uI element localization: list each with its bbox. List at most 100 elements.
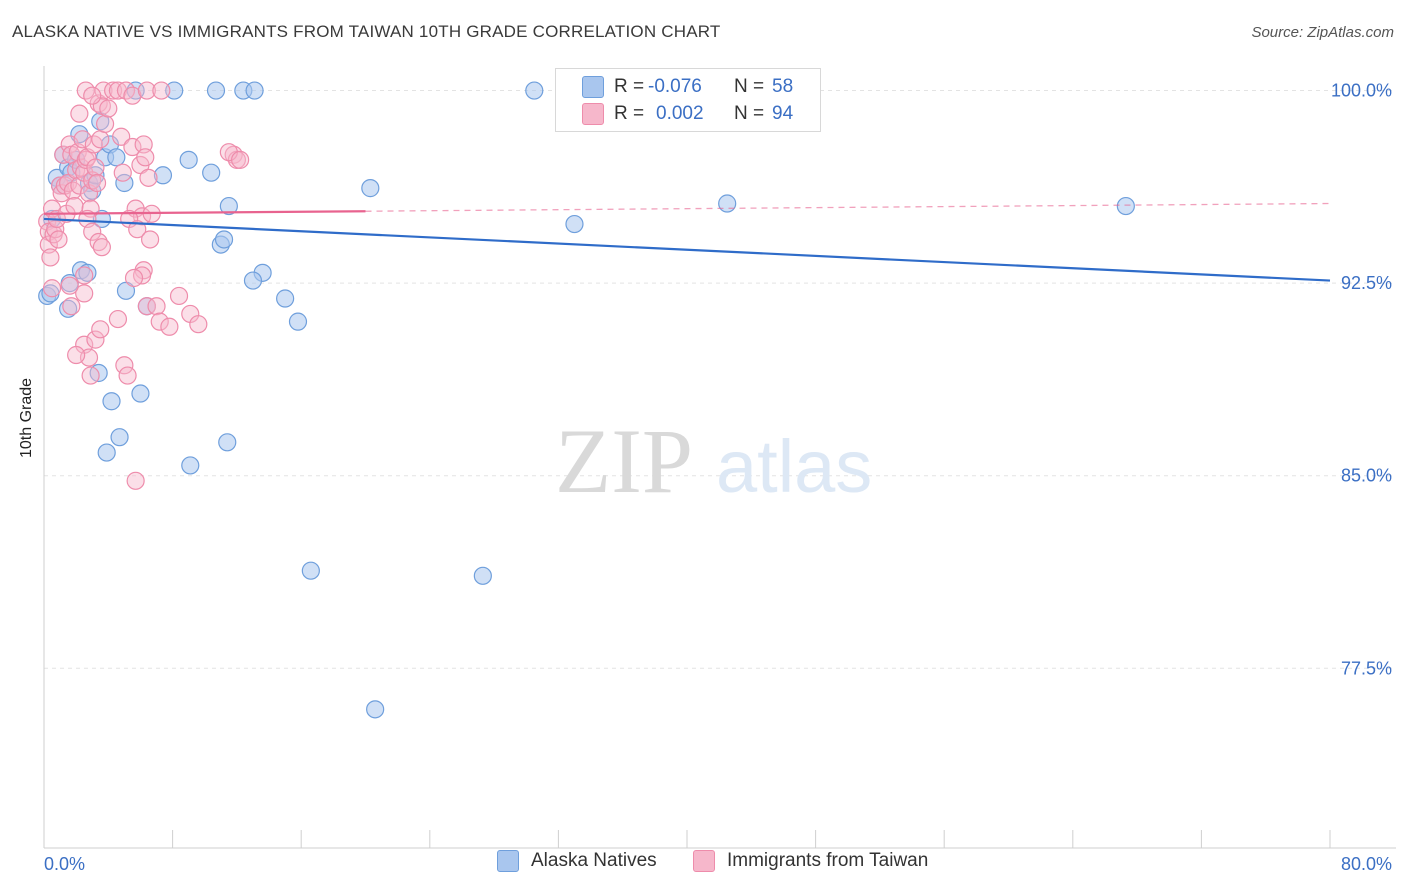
data-point-immigrants-from-taiwan (104, 81, 123, 100)
data-point-immigrants-from-taiwan (75, 266, 94, 285)
data-point-immigrants-from-taiwan (160, 317, 179, 336)
watermark-zip: ZIP (555, 410, 693, 512)
data-point-alaska-natives (59, 299, 78, 318)
data-point-immigrants-from-taiwan (140, 230, 160, 249)
data-point-immigrants-from-taiwan (128, 220, 147, 239)
data-point-immigrants-from-taiwan (124, 268, 144, 288)
legend-n-value: 58 (772, 76, 794, 97)
data-point-alaska-natives (131, 384, 150, 403)
data-point-alaska-natives (218, 433, 237, 452)
data-point-alaska-natives (276, 289, 295, 308)
trend-lines (43, 202, 1331, 282)
legend-label: Immigrants from Taiwan (727, 850, 929, 871)
data-point-alaska-natives (91, 112, 110, 131)
data-point-alaska-natives (165, 81, 184, 100)
data-point-immigrants-from-taiwan (70, 104, 89, 123)
data-point-immigrants-from-taiwan (113, 163, 132, 182)
series-alaska-natives (38, 81, 1135, 719)
data-point-immigrants-from-taiwan (86, 330, 105, 349)
legend-r-value: 0.002 (656, 103, 704, 124)
data-point-immigrants-from-taiwan (152, 81, 171, 100)
y-tick-label: 77.5% (1341, 658, 1392, 678)
data-point-immigrants-from-taiwan (49, 230, 68, 249)
watermark-atlas: atlas (716, 425, 872, 508)
data-point-immigrants-from-taiwan (60, 276, 79, 295)
data-point-immigrants-from-taiwan (65, 196, 84, 216)
legend-swatch-pink (693, 850, 715, 872)
data-point-alaska-natives (366, 700, 385, 719)
data-point-alaska-natives (718, 194, 737, 213)
data-point-alaska-natives (565, 214, 584, 234)
gridlines (44, 90, 1396, 669)
data-point-immigrants-from-taiwan (189, 315, 208, 334)
data-point-immigrants-from-taiwan (115, 356, 134, 375)
data-point-immigrants-from-taiwan (126, 471, 145, 490)
legend-item-alaska-natives: Alaska Natives (497, 850, 657, 872)
data-point-immigrants-from-taiwan (112, 127, 131, 146)
data-point-immigrants-from-taiwan (41, 248, 60, 267)
data-point-immigrants-from-taiwan (137, 81, 156, 100)
data-point-immigrants-from-taiwan (73, 130, 92, 149)
legend-swatch-blue (582, 76, 604, 98)
data-point-immigrants-from-taiwan (94, 81, 113, 100)
legend-label: Alaska Natives (531, 850, 657, 871)
data-point-immigrants-from-taiwan (136, 148, 155, 167)
trend-line-alaska-natives (43, 217, 1331, 282)
data-point-immigrants-from-taiwan (150, 312, 169, 331)
legend-n-value: 94 (772, 103, 794, 124)
data-point-alaska-natives (214, 230, 234, 249)
data-point-alaska-natives (219, 196, 238, 216)
data-point-immigrants-from-taiwan (231, 150, 250, 169)
data-point-immigrants-from-taiwan (99, 99, 118, 118)
data-point-immigrants-from-taiwan (83, 86, 102, 105)
data-point-alaska-natives (102, 392, 121, 411)
data-point-alaska-natives (1116, 196, 1135, 216)
data-point-alaska-natives (243, 271, 263, 290)
legend-n-label: N = (734, 103, 765, 124)
data-point-immigrants-from-taiwan (123, 137, 142, 157)
data-point-alaska-natives (86, 166, 105, 185)
series-immigrants-from-taiwan (38, 81, 250, 490)
legend-r-value: -0.076 (648, 76, 702, 97)
data-point-immigrants-from-taiwan (169, 286, 189, 306)
data-point-alaska-natives (181, 456, 200, 475)
stats-legend: R = -0.076 N = 58 R = 0.002 N = 94 (555, 68, 821, 132)
data-point-alaska-natives (288, 312, 308, 331)
data-point-immigrants-from-taiwan (92, 238, 111, 257)
legend-r-label: R = (614, 103, 645, 124)
data-point-alaska-natives (153, 166, 173, 185)
data-point-immigrants-from-taiwan (147, 297, 166, 316)
y-tick-label: 85.0% (1341, 466, 1392, 486)
data-point-alaska-natives (301, 561, 320, 580)
data-point-alaska-natives (116, 281, 136, 300)
data-point-immigrants-from-taiwan (83, 222, 102, 241)
data-point-alaska-natives (245, 81, 264, 100)
data-point-alaska-natives (110, 428, 129, 447)
data-point-alaska-natives (525, 81, 544, 100)
data-point-alaska-natives (92, 209, 111, 229)
legend-swatch-blue (497, 850, 519, 872)
data-point-immigrants-from-taiwan (95, 114, 115, 134)
axes (43, 66, 1396, 849)
data-point-immigrants-from-taiwan (89, 232, 108, 252)
data-point-immigrants-from-taiwan (86, 158, 105, 177)
y-tick-label: 92.5% (1341, 273, 1392, 293)
data-point-immigrants-from-taiwan (42, 279, 62, 298)
legend-swatch-pink (582, 103, 604, 125)
data-point-immigrants-from-taiwan (75, 284, 94, 303)
x-tick-label: 0.0% (44, 854, 85, 874)
trend-line-extension-immigrants-from-taiwan (365, 202, 1331, 212)
source-credit: Source: ZipAtlas.com (1251, 24, 1394, 41)
data-point-alaska-natives (206, 81, 226, 100)
data-point-immigrants-from-taiwan (123, 86, 142, 105)
legend-n-label: N = (734, 76, 765, 97)
legend-r-label: R = (614, 76, 645, 97)
data-point-immigrants-from-taiwan (139, 168, 158, 187)
legend-item-immigrants-from-taiwan: Immigrants from Taiwan (693, 850, 928, 872)
data-point-alaska-natives (179, 150, 198, 169)
y-tick-label: 100.0% (1331, 81, 1392, 101)
data-point-immigrants-from-taiwan (67, 345, 86, 365)
chart-title: ALASKA NATIVE VS IMMIGRANTS FROM TAIWAN … (12, 22, 721, 41)
data-point-alaska-natives (107, 148, 126, 167)
